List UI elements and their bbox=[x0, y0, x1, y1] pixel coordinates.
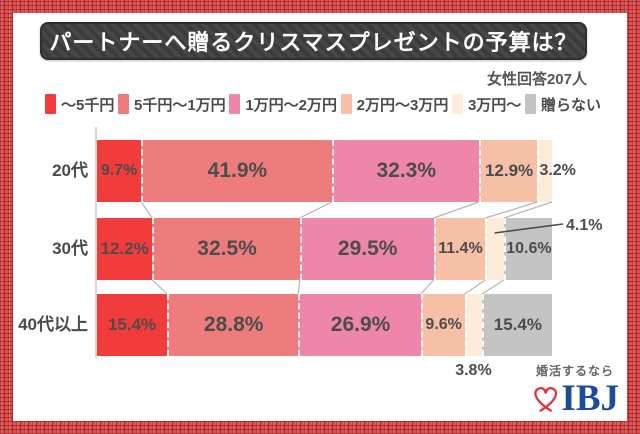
segment-value-label: 15.4% bbox=[107, 315, 157, 334]
segment-value-label: 12.2% bbox=[100, 239, 149, 258]
legend-item: 1万円～2万円 bbox=[229, 94, 337, 115]
legend-item: 5千円～1万円 bbox=[117, 94, 226, 115]
segment-value-label: 11.4% bbox=[438, 240, 483, 257]
legend-swatch bbox=[117, 94, 129, 114]
segment-value-label: 4.1% bbox=[566, 217, 603, 234]
legend: ～5千円 5千円～1万円 1万円～2万円 2万円～3万円 3万円～ 贈らない bbox=[45, 92, 601, 116]
legend-item: ～5千円 bbox=[45, 94, 114, 115]
bar-segment: 10.6% bbox=[503, 218, 552, 280]
bar-segment: 11.4% bbox=[433, 218, 486, 280]
bar-segment: 32.3% bbox=[331, 140, 479, 202]
brand-tagline: 婚活するなら bbox=[535, 364, 614, 378]
brand-logo-text: IBJ bbox=[561, 378, 619, 419]
row-label: 30代 bbox=[52, 239, 88, 258]
bar-segment: 9.6% bbox=[420, 294, 465, 356]
segment-value-label: 32.5% bbox=[197, 237, 257, 260]
legend-swatch bbox=[340, 94, 352, 114]
page-title: パートナーへ贈るクリスマスプレゼントの予算は？ bbox=[49, 30, 578, 55]
segment-value-label: 3.8% bbox=[455, 362, 492, 379]
legend-item: 3万円～ bbox=[451, 94, 522, 115]
legend-label: 2万円～3万円 bbox=[356, 96, 449, 114]
brand-logo: IBJ bbox=[531, 380, 619, 417]
segment-value-label: 9.7% bbox=[100, 162, 138, 179]
legend-item: 2万円～3万円 bbox=[340, 94, 449, 115]
axis-line bbox=[95, 127, 97, 358]
bar-segment: 9.7% bbox=[97, 140, 142, 202]
segment-value-label: 15.4% bbox=[493, 315, 542, 334]
legend-label: 贈らない bbox=[540, 96, 601, 114]
row-label: 40代以上 bbox=[18, 315, 88, 334]
bar-row: 12.2% 32.5% 29.5% 11.4% 10.6% bbox=[97, 218, 552, 280]
title-banner: パートナーへ贈るクリスマスプレゼントの予算は？ bbox=[40, 22, 587, 60]
segment-value-label: 26.9% bbox=[330, 313, 391, 336]
segment-value-label: 28.8% bbox=[203, 313, 264, 336]
legend-label: 1万円～2万円 bbox=[245, 96, 337, 114]
bar-segment: 26.9% bbox=[298, 294, 421, 356]
legend-swatch bbox=[45, 94, 56, 114]
bar-segment: 12.2% bbox=[97, 218, 153, 280]
segment-value-label: 32.3% bbox=[376, 159, 437, 182]
row-label: 20代 bbox=[52, 161, 88, 180]
brand-footer: 婚活するなら IBJ bbox=[531, 362, 619, 417]
bar-row: 9.7% 41.9% 32.3% 12.9% bbox=[97, 140, 552, 202]
segment-value-label: 29.5% bbox=[337, 237, 398, 260]
bar-segment: 28.8% bbox=[167, 294, 299, 356]
legend-label: 3万円～ bbox=[467, 96, 522, 114]
segment-value-label: 3.2% bbox=[539, 162, 576, 179]
legend-label: ～5千円 bbox=[61, 96, 115, 114]
respondent-count: 女性回答207人 bbox=[486, 71, 587, 88]
bar-segment: 15.4% bbox=[97, 294, 168, 356]
bar-segment: 29.5% bbox=[299, 218, 434, 280]
legend-item: 贈らない bbox=[524, 94, 601, 115]
bar-segment: 15.4% bbox=[481, 294, 552, 356]
bar-segment bbox=[464, 294, 482, 356]
legend-swatch bbox=[451, 94, 463, 114]
legend-swatch bbox=[229, 94, 241, 114]
segment-value-label: 10.6% bbox=[506, 240, 552, 257]
bar-segment: 41.9% bbox=[141, 140, 332, 202]
legend-label: 5千円～1万円 bbox=[133, 96, 226, 114]
bar-segment bbox=[537, 140, 552, 202]
legend-swatch bbox=[524, 94, 536, 114]
bar-row: 15.4% 28.8% 26.9% 9.6% 15.4% bbox=[97, 294, 552, 356]
segment-value-label: 41.9% bbox=[207, 159, 268, 182]
bar-segment: 12.9% bbox=[478, 140, 538, 202]
segment-value-label: 9.6% bbox=[425, 316, 462, 333]
bar-segment: 32.5% bbox=[152, 218, 300, 280]
heart-icon bbox=[534, 386, 558, 412]
bar-segment bbox=[485, 218, 504, 280]
segment-value-label: 12.9% bbox=[484, 161, 534, 180]
